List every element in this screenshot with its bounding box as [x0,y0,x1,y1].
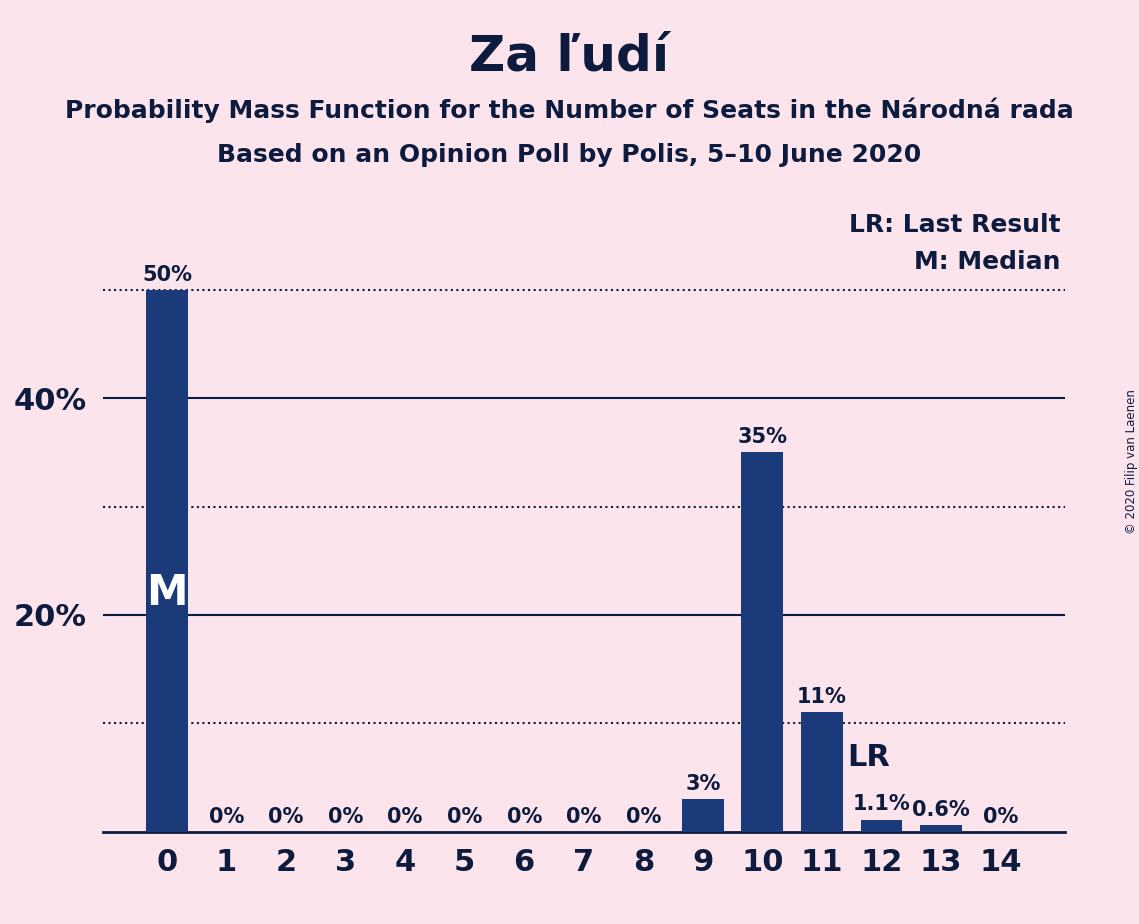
Bar [682,799,723,832]
Text: M: Median: M: Median [913,250,1060,274]
Text: 0%: 0% [328,808,363,827]
Text: Za ľudí: Za ľudí [469,32,670,80]
Text: 0%: 0% [387,808,423,827]
Bar [146,290,188,832]
Bar [920,825,961,832]
Text: 0%: 0% [269,808,304,827]
Text: 1.1%: 1.1% [852,795,910,814]
Text: M: M [146,572,188,614]
Text: 0%: 0% [208,808,244,827]
Text: 35%: 35% [737,427,787,447]
Text: 3%: 3% [685,773,721,794]
Text: LR: LR [846,744,890,772]
Text: 0%: 0% [566,808,601,827]
Text: © 2020 Filip van Laenen: © 2020 Filip van Laenen [1124,390,1138,534]
Text: 50%: 50% [142,264,192,285]
Bar [741,453,784,832]
Text: Based on an Opinion Poll by Polis, 5–10 June 2020: Based on an Opinion Poll by Polis, 5–10 … [218,143,921,167]
Text: 0.6%: 0.6% [912,799,969,820]
Text: 0%: 0% [507,808,542,827]
Text: 0%: 0% [446,808,483,827]
Bar [860,820,902,832]
Text: Probability Mass Function for the Number of Seats in the Národná rada: Probability Mass Function for the Number… [65,97,1074,123]
Bar [801,712,843,832]
Text: LR: Last Result: LR: Last Result [849,213,1060,237]
Text: 0%: 0% [983,808,1018,827]
Text: 11%: 11% [797,687,846,707]
Text: 0%: 0% [625,808,661,827]
